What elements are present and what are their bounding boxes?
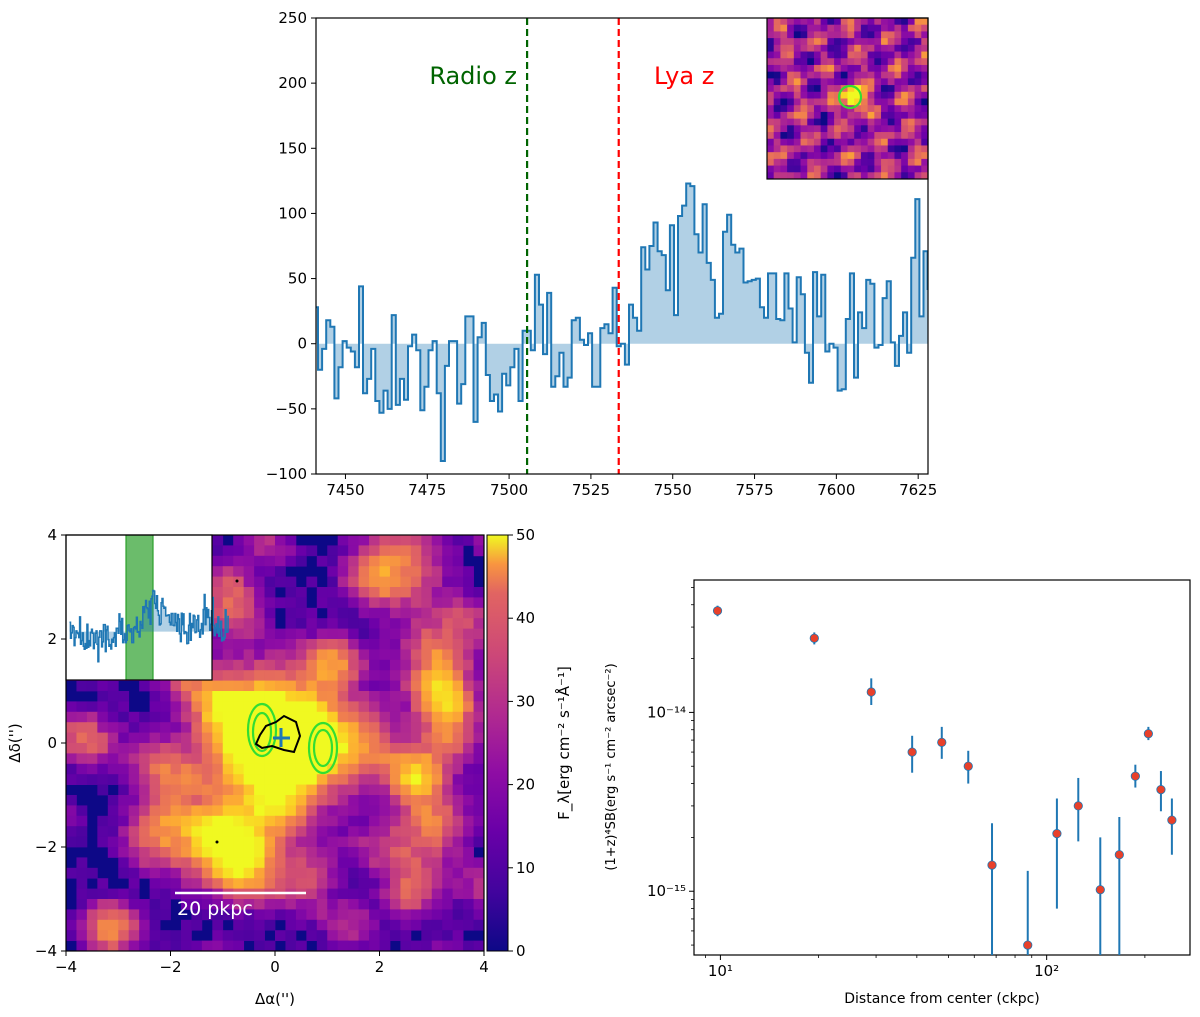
contour-green-outer-b: [307, 721, 339, 775]
lya-z-label: Lya z: [654, 62, 714, 90]
spectrum-ytick-label: 200: [278, 74, 307, 92]
sb-ylabel: (1+z)⁴SB(erg s⁻¹ cm⁻² arcsec⁻²): [604, 663, 619, 870]
sb-point: [1052, 829, 1062, 839]
colorbar-tick-label: 10: [516, 859, 535, 877]
spectrum-xtick-label: 7525: [572, 481, 610, 499]
contour-dot-a: [235, 579, 239, 583]
spectrum-xtick-label: 7575: [735, 481, 773, 499]
sb-ytick-label: 10⁻¹⁵: [647, 882, 686, 900]
sb-point: [1167, 815, 1177, 825]
sb-point: [1130, 771, 1140, 781]
spectrum-ytick-label: 150: [278, 139, 307, 157]
map-xtick-label: −2: [159, 958, 181, 976]
map-heatmap: [66, 535, 484, 951]
radio-z-label: Radio z: [429, 62, 517, 90]
spectrum-xtick-label: 7500: [490, 481, 528, 499]
spectrum-ytick-label: −50: [275, 400, 307, 418]
colorbar-tick-label: 50: [516, 526, 535, 544]
sb-point: [937, 737, 947, 747]
sb-frame: [693, 579, 1191, 956]
contour-green-inner-a: [251, 711, 273, 753]
spectrum-xtick-label: 7550: [654, 481, 692, 499]
contour-green-outer-a: [246, 702, 278, 758]
spectrum-ytick-label: 50: [288, 270, 307, 288]
sb-axes: 10¹ 10² 10⁻¹⁴ 10⁻¹⁵: [647, 587, 1146, 980]
map-ytick-label: 2: [47, 630, 57, 648]
sb-point: [1073, 801, 1083, 811]
sb-point: [712, 606, 723, 616]
map-xtick-label: 4: [479, 958, 489, 976]
spectrum-ytick-label: 250: [278, 9, 307, 27]
sb-point: [866, 687, 876, 697]
sb-xtick-label: 10²: [1034, 962, 1059, 980]
sb-point: [963, 761, 973, 771]
colorbar-tick-label: 40: [516, 609, 535, 627]
contour-black: [254, 714, 302, 754]
colorbar: 50 40 30 20 10 0 F_λ[erg cm⁻² s⁻¹Å⁻¹]: [486, 526, 574, 960]
spectrum-inset-image: [766, 17, 929, 180]
map-ytick-label: 4: [47, 526, 57, 544]
spectrum-ytick-label: 100: [278, 204, 307, 222]
map-ytick-label: −4: [35, 942, 57, 960]
sb-point: [809, 633, 819, 643]
sb-xlabel: Distance from center (ckpc): [844, 991, 1040, 1007]
sb-point: [1156, 785, 1166, 795]
map-ylabel: Δδ(''): [6, 723, 24, 762]
sb-xtick-label: 10¹: [708, 962, 733, 980]
map-xtick-label: 0: [270, 958, 280, 976]
contour-green-inner-b: [312, 728, 334, 768]
colorbar-label: F_λ[erg cm⁻² s⁻¹Å⁻¹]: [554, 666, 574, 820]
map-axes: −4 −2 0 2 4 4 2 0 −2 −4: [35, 526, 489, 976]
colorbar-tick-label: 0: [516, 942, 526, 960]
sb-point: [1023, 940, 1033, 950]
map-xtick-label: 2: [375, 958, 385, 976]
spectrum-ytick-label: 0: [297, 335, 307, 353]
spectrum-frame: [315, 17, 929, 475]
sb-point: [907, 747, 917, 757]
spectrum-xtick-label: 7475: [408, 481, 446, 499]
sb-ytick-label: 10⁻¹⁴: [647, 703, 686, 721]
sb-point: [1143, 729, 1153, 739]
sb-point: [987, 860, 997, 870]
spectrum-line: [316, 182, 928, 462]
sb-point: [1114, 850, 1124, 860]
map-ytick-label: 0: [47, 734, 57, 752]
contour-dot-b: [215, 840, 219, 844]
spectrum-xtick-label: 7450: [326, 481, 364, 499]
inset-contour: [837, 84, 863, 110]
map-ytick-label: −2: [35, 838, 57, 856]
map-inset-spectrum: [65, 534, 229, 681]
spectrum-xtick-label: 7600: [817, 481, 855, 499]
sb-point: [1095, 885, 1105, 895]
map-xlabel: Δα(''): [255, 990, 295, 1008]
map-xtick-label: −4: [55, 958, 77, 976]
spectrum-panel: Radio z Lya z 7450 7475 7500 7525 7550 7575 76…: [266, 9, 937, 499]
sb-profile-panel: 10¹ 10² 10⁻¹⁴ 10⁻¹⁵ Distance from center (c…: [604, 579, 1191, 1007]
scale-bar-label: 20 pkpc: [177, 898, 253, 920]
spectrum-ytick-label: −100: [266, 465, 307, 483]
spectrum-axes: 7450 7475 7500 7525 7550 7575 7600 7625 250 200 15…: [266, 9, 937, 499]
colorbar-tick-label: 30: [516, 692, 535, 710]
spectrum-xtick-label: 7625: [899, 481, 937, 499]
colorbar-tick-label: 20: [516, 776, 535, 794]
